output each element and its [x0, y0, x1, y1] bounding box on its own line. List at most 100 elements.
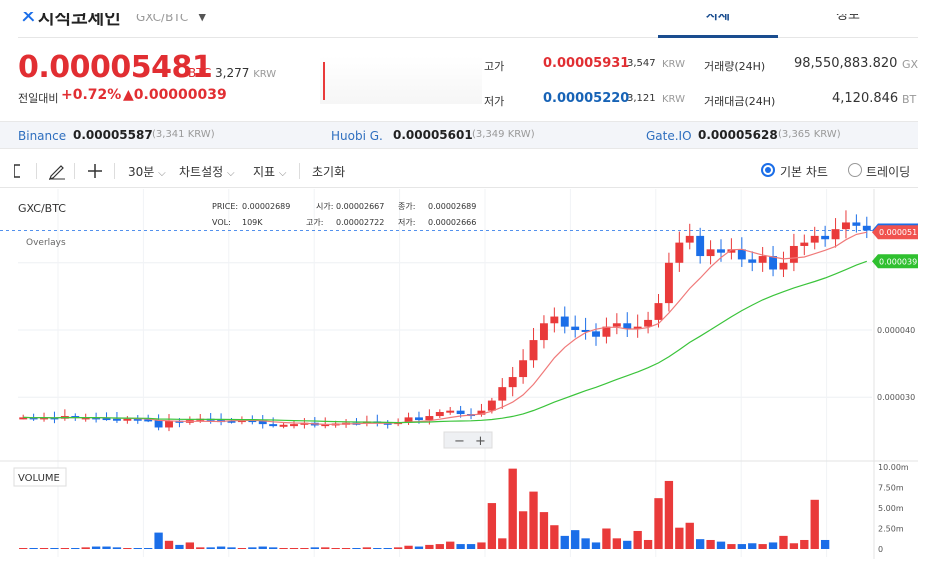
volume-bar — [571, 530, 580, 549]
volume-bar — [237, 548, 247, 549]
ma-long-line — [23, 260, 868, 424]
candle-body — [498, 387, 507, 401]
volume-bar — [425, 544, 434, 549]
high-value: 0.00005931 — [543, 56, 630, 71]
toolbar-divider — [114, 163, 115, 179]
coin-name: 시식코제인 — [38, 8, 121, 29]
volume-bar — [456, 544, 465, 549]
logo-icon: ✕ — [20, 4, 37, 28]
volume-bar — [268, 547, 278, 549]
price-axis-label: 0.000040 — [877, 326, 915, 335]
crosshair-icon[interactable] — [86, 162, 104, 180]
volume-bar — [685, 522, 694, 549]
candle-body — [644, 319, 653, 327]
volume-bar — [310, 547, 319, 549]
radio-trading-view[interactable] — [848, 163, 862, 177]
exchange-huobi-value: 0.00005601 — [393, 128, 473, 142]
candle-body — [748, 259, 757, 263]
candle-body — [769, 256, 778, 270]
price-summary: 0.00005481 BTC 3,277 KRW 전일대비 +0.72% ▲0.… — [18, 40, 918, 120]
candle-body — [779, 262, 788, 270]
volume-bar — [550, 525, 559, 549]
zoom-out-icon[interactable]: − — [454, 434, 465, 449]
candle-body — [279, 424, 288, 427]
candle-body — [123, 418, 132, 421]
reset-button[interactable]: 초기화 — [312, 165, 346, 179]
volume-bar — [633, 530, 642, 549]
change-absolute: ▲0.00000039 — [123, 87, 227, 103]
high-krw: 3,547 — [627, 58, 656, 69]
exchange-gateio[interactable]: Gate.IO — [646, 129, 692, 143]
low-label: 저가 — [484, 95, 505, 108]
candle-body — [560, 316, 569, 327]
price-chart-area[interactable]: GXC/BTC Overlays PRICE: 0.00002689 시가: 0… — [0, 189, 918, 580]
volume-bar — [612, 538, 622, 549]
volume-bar — [216, 546, 226, 549]
volume-bar — [414, 546, 424, 549]
candle-body — [404, 417, 413, 423]
tab-info[interactable]: 정보 — [836, 8, 860, 23]
pencil-icon[interactable] — [48, 162, 66, 180]
candle-body — [477, 410, 486, 415]
volume-24h-unit: GX — [902, 58, 919, 71]
price-tag: 0.000051 — [872, 225, 918, 240]
legend-open-val: 0.00002667 — [336, 202, 384, 211]
price-chart-svg[interactable]: GXC/BTC Overlays PRICE: 0.00002689 시가: 0… — [0, 189, 918, 580]
volume-bar — [102, 546, 111, 549]
exchange-gateio-value: 0.00005628 — [698, 128, 778, 142]
volume-axis-label: 0 — [878, 545, 883, 554]
high-krw-unit: KRW — [662, 59, 685, 70]
zoom-in-icon[interactable]: + — [475, 434, 486, 449]
volume-bar — [716, 541, 726, 549]
amount-24h-value: 4,120.846 — [832, 91, 899, 106]
volume-axis-label: 5.00m — [878, 504, 904, 513]
candle-body — [144, 419, 153, 422]
volume-bar — [602, 528, 611, 549]
exchange-binance[interactable]: Binance — [18, 129, 67, 143]
volume-bar — [185, 542, 195, 549]
volume-bar — [164, 540, 174, 549]
candle-body — [800, 242, 809, 246]
volume-bar — [748, 543, 757, 549]
chevron-down-icon[interactable]: ▼ — [198, 10, 207, 23]
radio-trading-view-label: 트레이딩 — [866, 165, 911, 179]
volume-bar — [810, 499, 819, 549]
volume-bar — [352, 548, 361, 549]
volume-bar — [300, 548, 309, 549]
volume-bar — [539, 512, 549, 549]
candle-body — [425, 416, 434, 421]
ma-short-line — [23, 231, 867, 426]
prev-day-label: 전일대비 — [18, 92, 59, 105]
indicators-label: 지표 — [253, 165, 276, 179]
interval-select[interactable]: 30분 ⌵ — [128, 163, 166, 180]
candle-body — [81, 417, 90, 420]
volume-bar — [248, 547, 257, 549]
volume-bar — [820, 539, 830, 549]
candle-body — [154, 420, 163, 428]
candle-body — [789, 245, 798, 263]
fullscreen-icon[interactable] — [14, 163, 28, 179]
top-header: ✕ 시식코제인 GXC/BTC ▼ 시세 정보 — [18, 0, 918, 38]
volume-bar — [39, 548, 49, 549]
indicators-menu[interactable]: 지표 ⌵ — [253, 163, 287, 180]
candle-body — [612, 323, 621, 327]
volume-bar — [331, 548, 340, 549]
candle-body — [92, 417, 101, 420]
legend-vol-val: 109K — [242, 218, 263, 227]
toolbar-divider — [36, 163, 37, 179]
candle-body — [737, 249, 746, 260]
exchange-huobi[interactable]: Huobi G. — [331, 129, 383, 143]
tab-quote[interactable]: 시세 — [706, 8, 730, 23]
legend-low-val: 0.00002666 — [428, 218, 476, 227]
chevron-down-icon: ⌵ — [158, 168, 166, 179]
chart-settings-menu[interactable]: 차트설정 ⌵ — [179, 163, 235, 180]
candle-body — [269, 424, 278, 427]
legend-open-key: 시가: — [316, 202, 333, 211]
candle-body — [165, 420, 173, 428]
volume-bar — [321, 547, 330, 549]
volume-axis-label: 10.00m — [878, 463, 909, 472]
radio-basic-chart[interactable] — [761, 163, 775, 177]
volume-bar — [60, 548, 70, 549]
candle-body — [248, 420, 257, 423]
